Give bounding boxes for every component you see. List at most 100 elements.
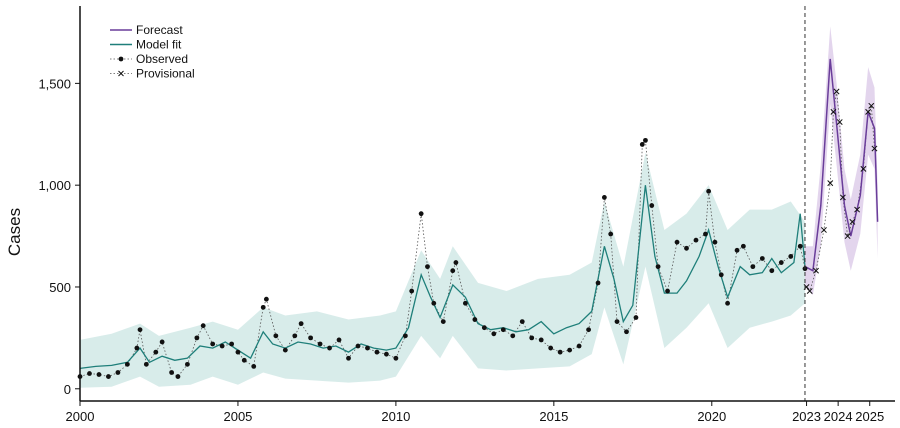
observed-point [137, 327, 143, 333]
observed-point [703, 231, 708, 237]
observed-point [712, 239, 718, 245]
observed-point [740, 243, 746, 249]
observed-point [450, 268, 456, 274]
observed-point [251, 363, 257, 369]
observed-point [538, 337, 544, 343]
legend-label: Observed [136, 52, 188, 66]
observed-point [639, 142, 645, 147]
provisional-point [830, 108, 837, 115]
observed-point [491, 331, 497, 337]
y-tick-label: 0 [64, 382, 71, 397]
observed-point [510, 333, 516, 339]
x-tick-label: 2024 [824, 409, 853, 424]
observed-point [586, 327, 591, 333]
observed-point [614, 319, 620, 324]
observed-point [402, 333, 408, 339]
observed-point [115, 370, 121, 375]
observed-point [500, 327, 506, 333]
y-axis-ticks: 0 500 1,000 1,500 [38, 76, 80, 397]
observed-point [440, 319, 446, 324]
observed-point [548, 345, 554, 351]
observed-point [87, 371, 92, 376]
observed-point [557, 349, 563, 355]
observed-point [292, 333, 298, 339]
legend-item-forecast: Forecast [110, 23, 183, 37]
provisional-point [833, 88, 840, 95]
observed-point [355, 343, 361, 349]
x-tick-label: 2025 [855, 409, 884, 424]
series-lines [79, 58, 879, 378]
y-tick-label: 1,500 [38, 76, 71, 91]
provisional-point [854, 206, 861, 213]
observed-point [797, 243, 803, 249]
observed-point [169, 370, 175, 375]
observed-point [595, 280, 601, 286]
forecast-line [804, 58, 879, 272]
x-tick-label: 2015 [539, 409, 568, 424]
observed-point [472, 317, 478, 322]
observed-point [769, 268, 775, 274]
x-tick-label: 2010 [381, 409, 410, 424]
observed-point [462, 300, 468, 306]
provisional-point [827, 180, 834, 187]
legend-item-provisional: Provisional [110, 67, 195, 81]
observed-point [260, 304, 266, 310]
observed-point [219, 343, 225, 349]
observed-point [750, 264, 756, 270]
x-tick-label: 2005 [223, 409, 252, 424]
observed-point [200, 323, 206, 329]
provisional-point [868, 102, 875, 109]
observed-point [576, 343, 582, 349]
observed-point [124, 361, 130, 367]
provisional-point [871, 145, 878, 152]
observed-point [624, 329, 629, 335]
observed-point [718, 272, 724, 278]
provisional-point [836, 119, 843, 126]
observed-point [759, 256, 765, 261]
observed-point [649, 203, 655, 208]
legend-label: Forecast [136, 23, 183, 37]
observed-point [778, 260, 784, 265]
observed-point [273, 333, 279, 339]
observed-point [175, 374, 181, 379]
confidence-bands [80, 26, 878, 388]
model-fit-band [80, 152, 805, 388]
legend-label: Model fit [136, 38, 182, 52]
observed-point [693, 237, 699, 243]
legend-item-observed: Observed [110, 52, 188, 66]
observed-connector [79, 139, 806, 378]
observed-point [317, 341, 323, 347]
observed-point [365, 345, 370, 351]
x-tick-label: 2023 [792, 409, 821, 424]
y-axis-title: Cases [5, 208, 24, 256]
series-markers [77, 88, 878, 379]
provisional-point [860, 165, 867, 172]
x-tick-label: 2000 [66, 409, 95, 424]
observed-point [643, 137, 648, 143]
observed-point [608, 231, 614, 237]
observed-point [425, 264, 430, 270]
observed-point [684, 245, 689, 251]
observed-point [346, 355, 351, 361]
observed-point [633, 315, 639, 320]
observed-point [263, 296, 269, 302]
observed-point [409, 288, 415, 294]
observed-point [308, 335, 314, 341]
observed-point [706, 188, 712, 194]
observed-point [674, 239, 680, 245]
provisional-point [839, 194, 846, 201]
provisional-point [813, 267, 819, 274]
observed-point [529, 335, 535, 341]
observed-point [143, 361, 149, 367]
observed-point [106, 374, 111, 379]
observed-point [384, 351, 389, 357]
observed-point [418, 211, 424, 217]
observed-point [282, 347, 288, 353]
observed-point [185, 361, 190, 367]
observed-point [665, 288, 670, 294]
observed-point [374, 349, 380, 355]
y-tick-label: 1,000 [38, 178, 71, 193]
provisional-point [849, 218, 856, 225]
